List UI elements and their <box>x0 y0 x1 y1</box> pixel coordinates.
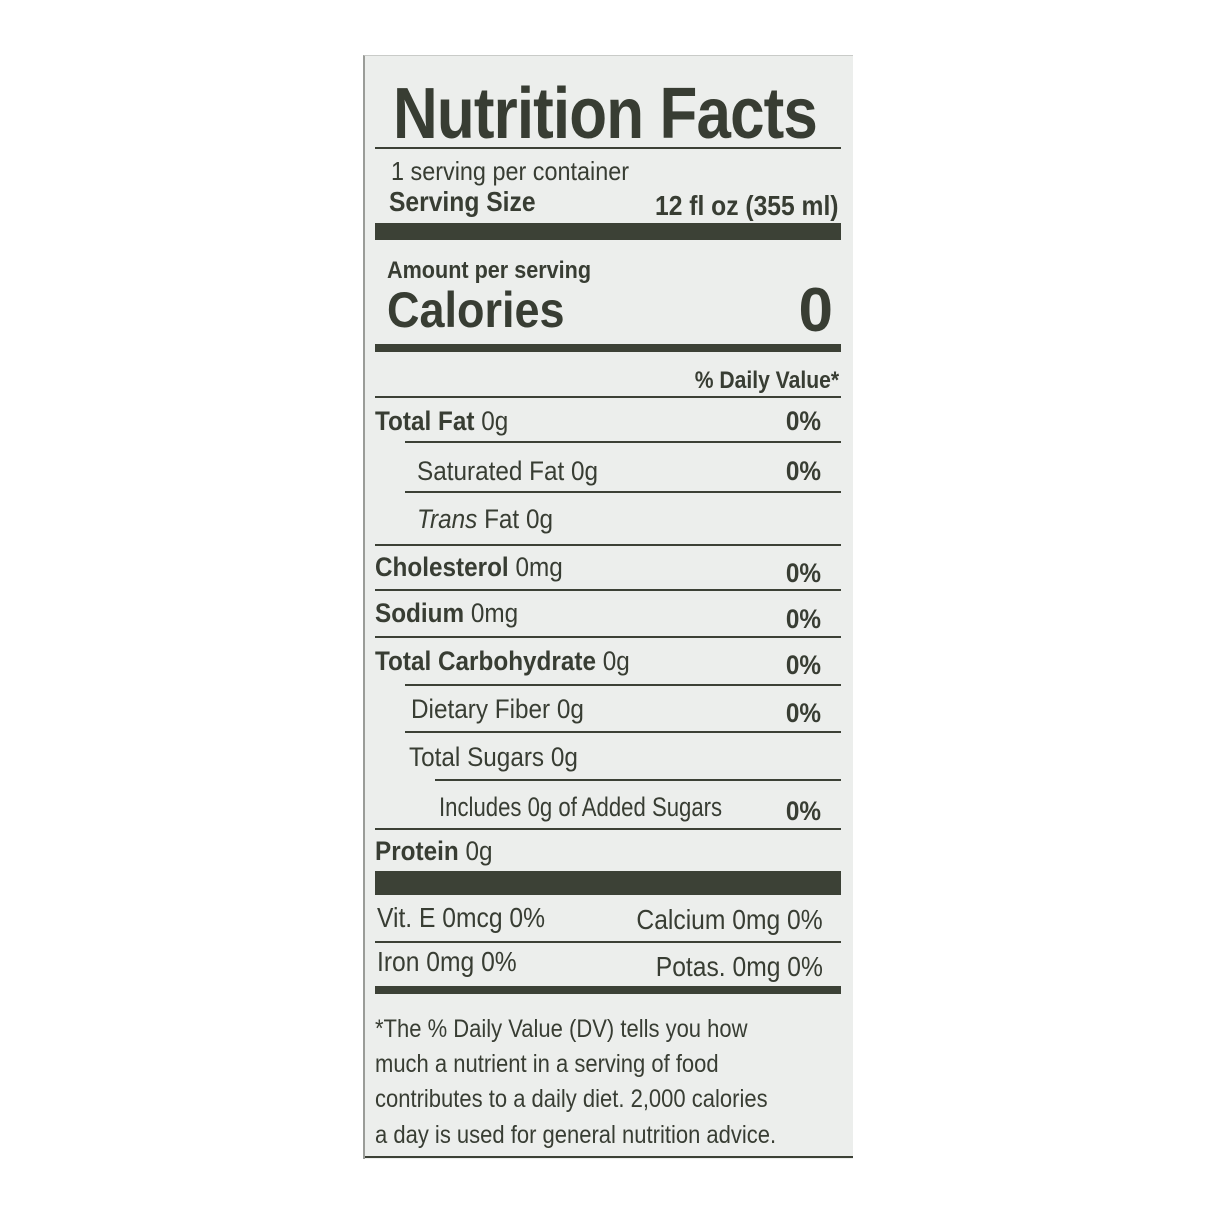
divider <box>375 589 841 591</box>
nutrient-name: Cholesterol <box>375 552 509 582</box>
potassium: Potas. 0mg 0% <box>655 951 823 982</box>
calories-value: 0 <box>798 276 833 345</box>
divider <box>435 779 841 781</box>
divider <box>375 544 841 546</box>
nutrient-dv: 0% <box>785 796 821 826</box>
nutrient-name: Includes 0g of Added Sugars <box>439 792 723 822</box>
nutrient-name: Total Carbohydrate <box>375 646 596 676</box>
nutrient-dv: 0% <box>785 650 821 680</box>
nutrient-dv: 0% <box>785 406 821 436</box>
footnote-line: *The % Daily Value (DV) tells you how <box>375 1015 748 1043</box>
nutrient-name: Trans <box>417 504 478 534</box>
divider <box>405 731 841 733</box>
nutrient-dv: 0% <box>785 456 821 486</box>
nutrient-amount: 0g <box>465 836 493 866</box>
nutrient-row-cholesterol: Cholesterol 0mg 0% <box>375 544 841 588</box>
nutrient-row-dietary-fiber: Dietary Fiber 0g 0% <box>375 686 841 728</box>
thick-divider <box>375 871 841 895</box>
amount-per-serving: Amount per serving <box>387 257 592 284</box>
nutrient-row-added-sugars: Includes 0g of Added Sugars 0% <box>375 784 841 826</box>
nutrient-dv: 0% <box>785 604 821 634</box>
footnote-line: a day is used for general nutrition advi… <box>375 1121 777 1149</box>
nutrient-name: Saturated Fat <box>417 456 565 486</box>
medium-divider <box>375 344 841 352</box>
calcium: Calcium 0mg 0% <box>636 904 823 935</box>
divider <box>405 491 841 493</box>
vitamin-e: Vit. E 0mcg 0% <box>377 902 545 933</box>
nutrient-row-sodium: Sodium 0mg 0% <box>375 590 841 634</box>
medium-divider <box>375 986 841 994</box>
nutrient-amount: 0g <box>556 694 584 724</box>
calories-label: Calories <box>387 282 565 338</box>
nutrient-dv: 0% <box>785 558 821 588</box>
divider <box>375 396 841 398</box>
serving-size-value: 12 fl oz (355 ml) <box>655 190 839 221</box>
divider <box>375 828 841 830</box>
nutrient-row-total-fat: Total Fat 0g 0% <box>375 398 841 438</box>
nutrient-row-protein: Protein 0g <box>375 828 841 868</box>
nutrient-name: Total Fat <box>375 406 475 436</box>
nutrient-amount: 0g <box>602 646 630 676</box>
nutrient-name: Protein <box>375 836 459 866</box>
iron: Iron 0mg 0% <box>377 946 517 977</box>
thick-divider <box>375 223 841 240</box>
divider <box>405 441 841 443</box>
nutrient-row-total-sugars: Total Sugars 0g <box>375 734 841 774</box>
nutrient-name: Dietary Fiber <box>411 694 551 724</box>
nutrition-facts-label: Nutrition Facts 1 serving per container … <box>363 55 853 1159</box>
serving-size-label: Serving Size <box>389 186 536 217</box>
nutrient-dv: 0% <box>785 698 821 728</box>
footnote-line: contributes to a daily diet. 2,000 calor… <box>375 1085 768 1113</box>
divider <box>375 147 841 149</box>
label-title: Nutrition Facts <box>393 74 818 154</box>
nutrient-amount: 0g <box>525 504 553 534</box>
daily-value-header: % Daily Value* <box>694 367 839 394</box>
servings-per-container: 1 serving per container <box>391 156 630 186</box>
nutrient-amount: 0g <box>481 406 509 436</box>
nutrient-name-rest: Fat <box>484 504 520 534</box>
nutrient-row-trans-fat: Trans Fat 0g <box>375 496 841 536</box>
nutrient-row-total-carbohydrate: Total Carbohydrate 0g 0% <box>375 638 841 680</box>
nutrient-name: Sodium <box>375 598 465 628</box>
nutrient-name: Total Sugars <box>409 742 545 772</box>
nutrient-amount: 0g <box>571 456 599 486</box>
nutrient-row-saturated-fat: Saturated Fat 0g 0% <box>375 448 841 488</box>
footnote-line: much a nutrient in a serving of food <box>375 1050 719 1078</box>
divider <box>375 941 841 943</box>
divider <box>365 1156 853 1158</box>
divider <box>405 684 841 686</box>
nutrient-amount: 0mg <box>470 598 519 628</box>
nutrient-amount: 0mg <box>515 552 563 582</box>
divider <box>375 636 841 638</box>
nutrient-amount: 0g <box>550 742 578 772</box>
